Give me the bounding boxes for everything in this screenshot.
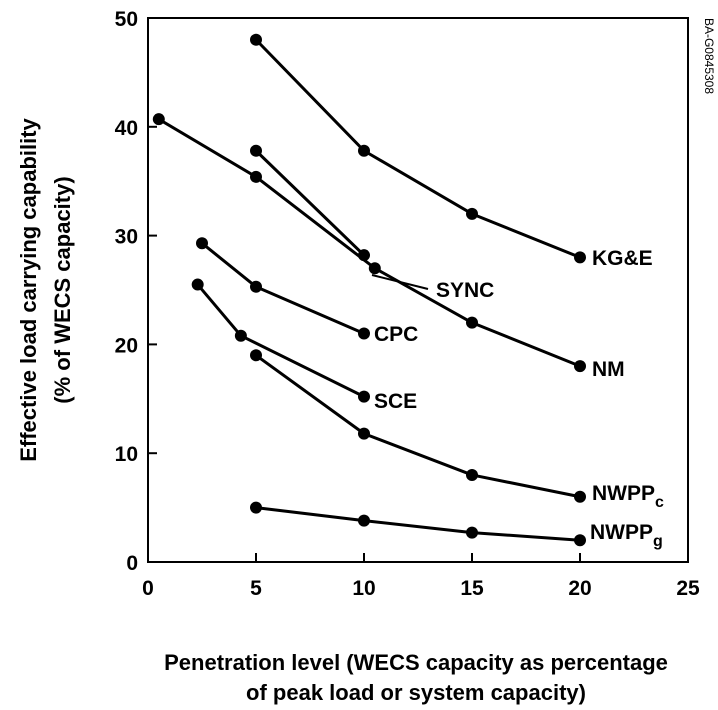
series-label: CPC [374,323,418,346]
series-label: SCE [374,390,417,413]
y-tick-label: 10 [115,443,138,466]
y-tick-label: 40 [115,117,138,140]
data-point [358,390,370,403]
series-line [254,149,366,257]
data-point [250,170,262,183]
plot-border [147,17,689,563]
data-point [358,249,370,262]
data-point [250,280,262,293]
data-point [466,526,478,539]
data-point [250,349,262,362]
y-axis-title-line1: Effective load carrying capability [16,117,41,461]
y-tick-label: 50 [115,8,138,31]
figure-code: BA-G0845308 [702,18,716,94]
data-point [574,490,586,503]
y-tick-label: 20 [115,334,138,357]
data-point [574,251,586,264]
data-point [234,329,247,342]
series-label: NM [592,358,625,381]
data-point [574,534,586,547]
data-point [358,327,370,340]
data-point [466,468,478,481]
data-point [466,316,478,329]
series-line [196,283,365,398]
series-label: KG&E [592,247,653,270]
series-line [255,506,581,542]
y-axis-title-line2: (% of WECS capacity) [50,176,75,403]
data-point [191,278,204,291]
series-label: NWPPg [590,521,663,550]
y-tick-label: 0 [126,552,138,575]
x-tick-label: 25 [676,577,700,600]
x-tick-label: 0 [142,577,154,600]
series-line [254,38,581,259]
x-axis-title-line2: of peak load or system capacity) [246,680,586,705]
x-tick-label: 15 [460,577,484,600]
plot-marks [152,33,586,547]
data-point [358,427,370,440]
x-tick-label: 20 [568,577,591,600]
data-point [250,501,262,514]
label-leader-line [371,274,429,290]
series-line [255,354,581,499]
x-tick-label: 5 [250,577,262,600]
series-label: NWPPc [592,482,664,511]
series-labels: KG&E NM SYNC CPC SCE NWPPc NWPPg [371,247,664,550]
data-point [466,207,478,220]
series-label: SYNC [436,279,494,302]
data-point [368,262,381,275]
y-tick-label: 30 [115,226,138,249]
data-point [152,113,165,126]
plot-area [147,17,689,563]
x-tick-label: 10 [352,577,375,600]
data-point [574,360,586,373]
data-point [358,514,370,527]
data-point [358,144,370,157]
x-axis-title-line1: Penetration level (WECS capacity as perc… [164,650,668,675]
data-point [196,237,208,250]
data-point [250,144,262,157]
data-point [250,33,262,46]
axis-ticks: 0 5 10 15 20 25 0 10 20 30 40 50 [115,8,700,600]
series-line [158,117,581,368]
